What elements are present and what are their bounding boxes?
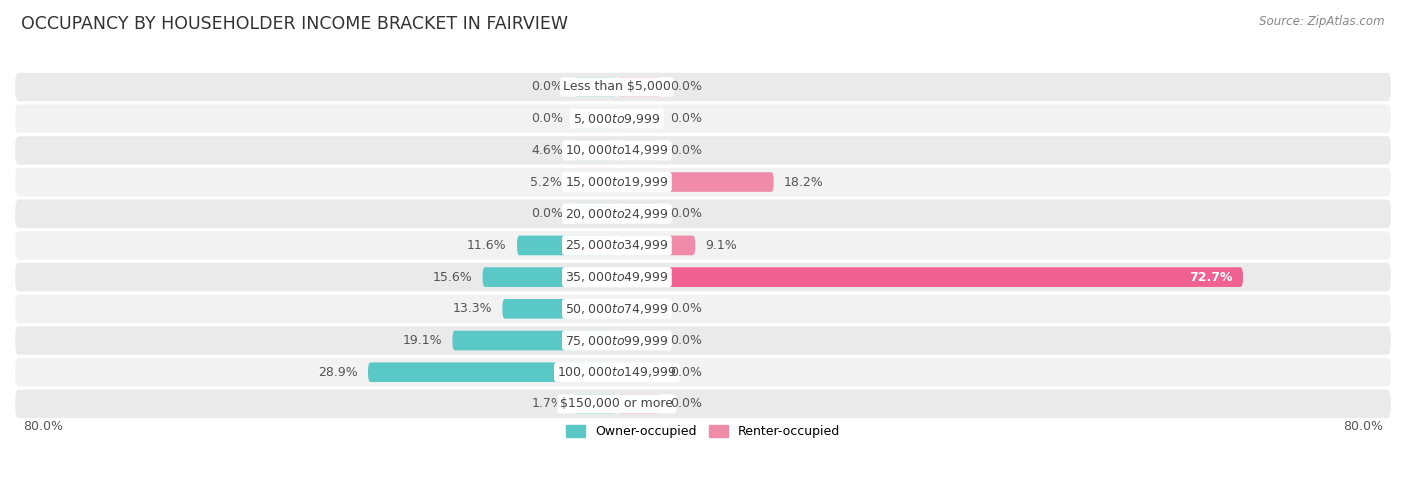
Text: 0.0%: 0.0% — [671, 302, 702, 315]
Text: $5,000 to $9,999: $5,000 to $9,999 — [574, 112, 661, 126]
FancyBboxPatch shape — [453, 330, 617, 350]
Text: 9.1%: 9.1% — [706, 239, 737, 252]
Text: $75,000 to $99,999: $75,000 to $99,999 — [565, 333, 669, 347]
Text: $100,000 to $149,999: $100,000 to $149,999 — [557, 365, 676, 379]
Text: 72.7%: 72.7% — [1189, 271, 1233, 284]
FancyBboxPatch shape — [617, 330, 659, 350]
Text: 0.0%: 0.0% — [671, 365, 702, 379]
Text: OCCUPANCY BY HOUSEHOLDER INCOME BRACKET IN FAIRVIEW: OCCUPANCY BY HOUSEHOLDER INCOME BRACKET … — [21, 15, 568, 33]
FancyBboxPatch shape — [574, 204, 617, 224]
Text: 0.0%: 0.0% — [531, 112, 564, 125]
FancyBboxPatch shape — [14, 389, 1392, 419]
Text: 0.0%: 0.0% — [671, 398, 702, 410]
FancyBboxPatch shape — [14, 230, 1392, 260]
Text: Less than $5,000: Less than $5,000 — [562, 81, 671, 93]
FancyBboxPatch shape — [574, 77, 617, 97]
FancyBboxPatch shape — [14, 198, 1392, 229]
Text: 0.0%: 0.0% — [671, 112, 702, 125]
FancyBboxPatch shape — [574, 394, 617, 414]
Text: 4.6%: 4.6% — [531, 144, 564, 157]
Text: $20,000 to $24,999: $20,000 to $24,999 — [565, 207, 669, 221]
Text: 19.1%: 19.1% — [402, 334, 441, 347]
FancyBboxPatch shape — [617, 363, 659, 382]
Text: 0.0%: 0.0% — [531, 207, 564, 220]
Text: 1.7%: 1.7% — [531, 398, 564, 410]
Text: 0.0%: 0.0% — [671, 207, 702, 220]
Text: 80.0%: 80.0% — [1343, 420, 1384, 433]
Text: $35,000 to $49,999: $35,000 to $49,999 — [565, 270, 669, 284]
FancyBboxPatch shape — [14, 262, 1392, 293]
FancyBboxPatch shape — [14, 72, 1392, 102]
FancyBboxPatch shape — [14, 357, 1392, 387]
Text: Source: ZipAtlas.com: Source: ZipAtlas.com — [1260, 15, 1385, 28]
Text: 0.0%: 0.0% — [671, 334, 702, 347]
Text: 0.0%: 0.0% — [531, 81, 564, 93]
FancyBboxPatch shape — [617, 140, 659, 160]
Text: $25,000 to $34,999: $25,000 to $34,999 — [565, 239, 669, 252]
FancyBboxPatch shape — [574, 140, 617, 160]
FancyBboxPatch shape — [617, 394, 659, 414]
FancyBboxPatch shape — [368, 363, 617, 382]
FancyBboxPatch shape — [617, 204, 659, 224]
Text: 28.9%: 28.9% — [318, 365, 357, 379]
FancyBboxPatch shape — [14, 135, 1392, 166]
Text: 5.2%: 5.2% — [530, 175, 562, 189]
Text: 18.2%: 18.2% — [785, 175, 824, 189]
FancyBboxPatch shape — [574, 109, 617, 128]
Text: $150,000 or more: $150,000 or more — [561, 398, 673, 410]
Text: 11.6%: 11.6% — [467, 239, 506, 252]
FancyBboxPatch shape — [517, 236, 617, 255]
Text: 0.0%: 0.0% — [671, 144, 702, 157]
Text: 13.3%: 13.3% — [453, 302, 492, 315]
FancyBboxPatch shape — [14, 104, 1392, 134]
Text: $10,000 to $14,999: $10,000 to $14,999 — [565, 143, 669, 157]
FancyBboxPatch shape — [617, 236, 695, 255]
Text: 15.6%: 15.6% — [433, 271, 472, 284]
FancyBboxPatch shape — [617, 267, 1243, 287]
FancyBboxPatch shape — [14, 167, 1392, 197]
FancyBboxPatch shape — [617, 77, 659, 97]
FancyBboxPatch shape — [572, 172, 617, 192]
Text: $50,000 to $74,999: $50,000 to $74,999 — [565, 302, 669, 316]
Text: $15,000 to $19,999: $15,000 to $19,999 — [565, 175, 669, 189]
FancyBboxPatch shape — [617, 109, 659, 128]
FancyBboxPatch shape — [14, 325, 1392, 356]
FancyBboxPatch shape — [617, 172, 773, 192]
Text: 0.0%: 0.0% — [671, 81, 702, 93]
FancyBboxPatch shape — [617, 299, 659, 319]
FancyBboxPatch shape — [482, 267, 617, 287]
FancyBboxPatch shape — [502, 299, 617, 319]
Legend: Owner-occupied, Renter-occupied: Owner-occupied, Renter-occupied — [561, 420, 845, 443]
FancyBboxPatch shape — [14, 294, 1392, 324]
Text: 80.0%: 80.0% — [22, 420, 63, 433]
